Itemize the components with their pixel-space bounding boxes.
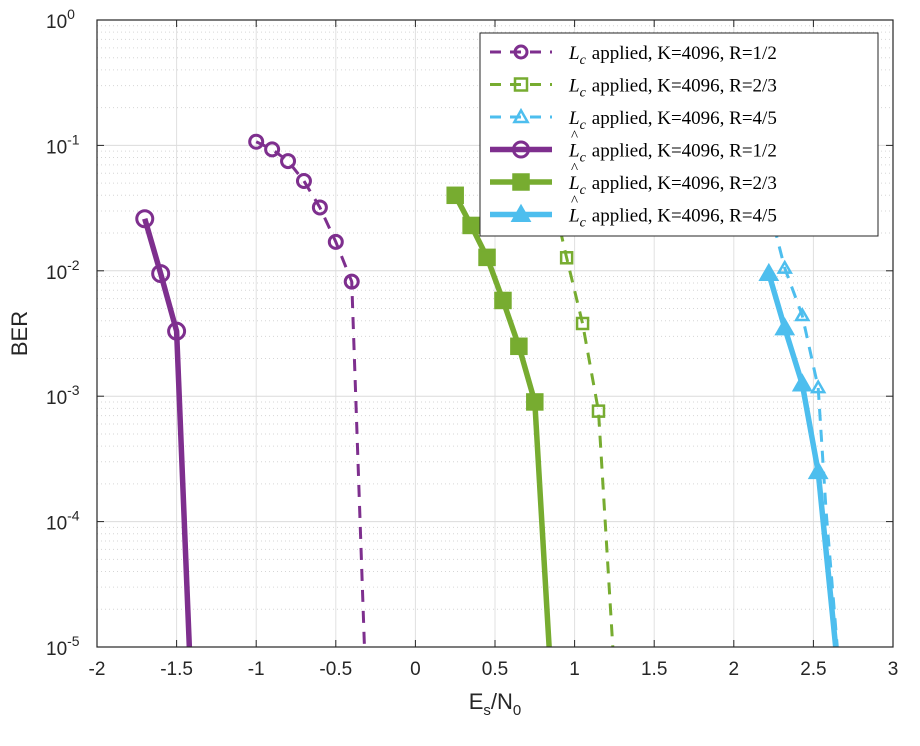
series-5 [446,186,552,647]
x-tick-label: 0 [410,659,421,680]
legend-label: Lc applied, K=4096, R=2/3 [568,76,777,101]
legend-label: Lc applied, K=4096, R=1/2 [568,141,777,166]
data-point-triangle [776,259,793,274]
x-tick-label: -1 [248,659,265,680]
y-tick-label: 10-3 [46,382,80,409]
data-point-triangle [791,373,813,392]
x-axis-label: Es/N0 [469,689,522,719]
legend-entry: Lc applied, K=4096, R=4/5 [490,107,777,133]
data-point-triangle [774,317,796,336]
x-tick-label: -0.5 [319,659,352,680]
data-point-triangle [794,306,811,322]
data-point-square [510,337,528,356]
data-point-circle [280,153,297,170]
data-point-triangle [758,262,780,282]
legend-entry: Lc applied, K=4096, R=4/5^ [490,194,777,231]
data-point-square [494,291,512,310]
data-point-square [575,316,590,331]
legend-box [479,32,879,237]
data-point-square [462,216,480,235]
axis-ticks: -2 -1.5 -1 -0.5 0 0.5 1 1.5 2 2.5 3 100 10-1 10-2 10-3… [46,6,898,680]
data-point-triangle [807,460,829,480]
y-tick-label: 10-5 [46,633,80,660]
legend-hat-accent: ^ [571,194,578,210]
series-line-4 [142,217,193,647]
data-point-circle [135,209,155,229]
data-point-circle [295,173,312,190]
y-axis-label: BER [7,311,32,356]
data-point-square [513,77,529,92]
legend-label: Lc applied, K=4096, R=4/5 [568,206,777,231]
series-3 [767,205,839,647]
legend-hat-accent: ^ [571,161,578,177]
y-tick-label: 100 [46,6,75,33]
data-point-circle [264,141,281,158]
legend-entry: Lc applied, K=4096, R=1/2^ [490,129,777,166]
data-point-circle [311,199,328,216]
legend-label: Lc applied, K=4096, R=1/2 [568,43,777,68]
data-point-circle [167,321,187,341]
data-point-square [512,173,530,191]
data-point-square [591,404,606,418]
data-point-triangle [510,203,532,222]
data-point-square [446,186,464,205]
legend-entry: Lc applied, K=4096, R=2/3 [490,76,777,101]
data-point-circle [151,264,171,284]
y-tick-label: 10-4 [46,508,80,535]
x-tick-label: 2.5 [800,659,826,680]
legend-entry: Lc applied, K=4096, R=2/3^ [490,161,777,198]
data-point-square [559,251,574,265]
data-point-triangle [809,379,827,394]
data-point-circle [327,233,344,250]
legend-label: Lc applied, K=4096, R=4/5 [568,108,777,133]
x-tick-label: 1.5 [641,659,667,680]
x-tick-label: -1.5 [160,659,193,680]
series-line-3 [767,205,839,647]
series-6 [758,262,839,647]
legend: Lc applied, K=4096, R=1/2Lc applied, K=409… [479,32,879,237]
legend-entry: Lc applied, K=4096, R=1/2 [490,43,777,68]
data-point-square [526,393,544,411]
legend-hat-accent: ^ [571,129,578,145]
x-tick-label: 3 [888,659,899,680]
x-tick-label: 0.5 [482,659,508,680]
data-point-triangle [512,107,530,124]
x-tick-label: -2 [89,659,106,680]
data-point-circle [513,44,529,60]
y-tick-label: 10-1 [46,131,80,158]
legend-label: Lc applied, K=4096, R=2/3 [568,173,777,198]
series-1 [248,133,366,647]
data-point-square [478,248,496,267]
data-point-circle [343,273,360,290]
data-point-circle [248,133,265,150]
x-tick-label: 1 [569,659,580,680]
series-4 [135,209,193,647]
x-tick-label: 2 [729,659,740,680]
y-tick-label: 10-2 [46,257,80,284]
data-point-circle [512,140,530,159]
